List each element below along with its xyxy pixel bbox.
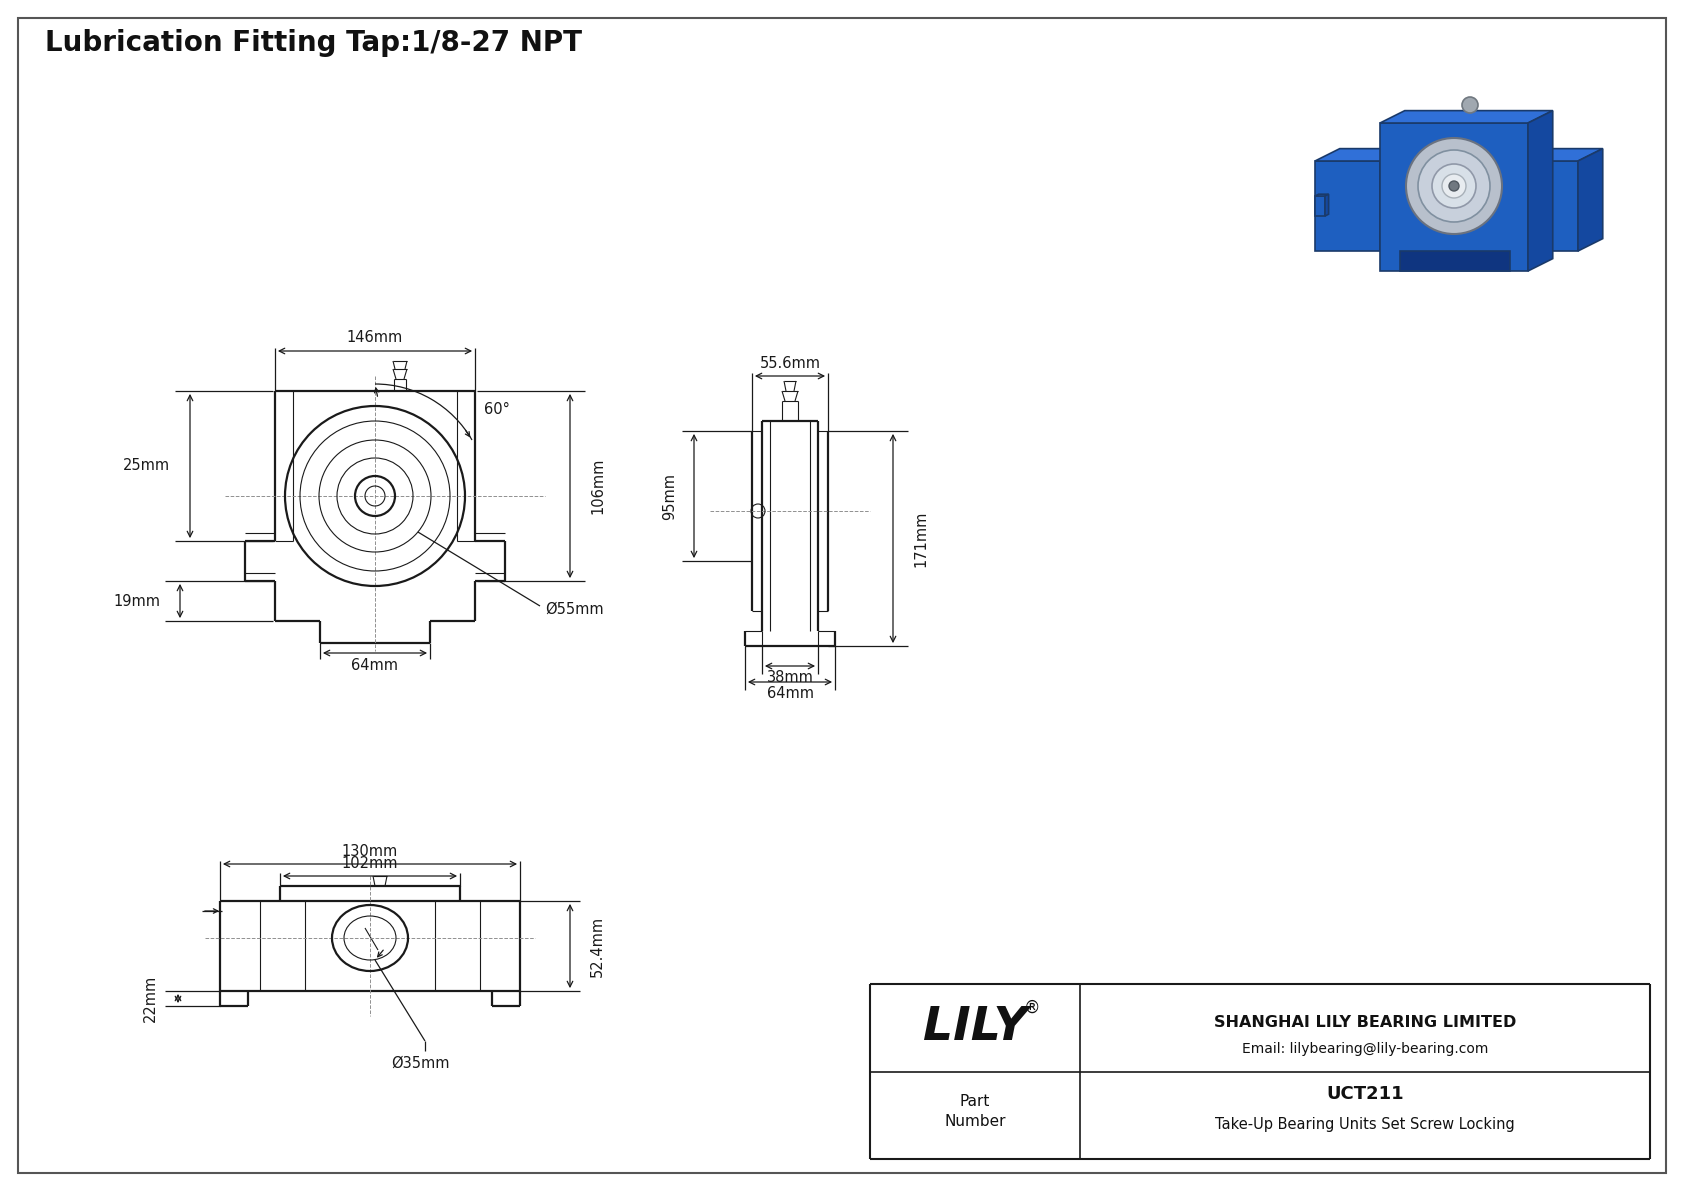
Text: LILY: LILY xyxy=(923,1005,1027,1050)
Circle shape xyxy=(1431,164,1475,208)
Polygon shape xyxy=(1379,111,1553,123)
Text: Part
Number: Part Number xyxy=(945,1095,1005,1129)
Polygon shape xyxy=(1527,111,1553,272)
Polygon shape xyxy=(1315,149,1404,161)
Polygon shape xyxy=(1325,194,1329,216)
Text: UCT211: UCT211 xyxy=(1327,1085,1404,1103)
Text: 171mm: 171mm xyxy=(913,510,928,567)
Text: 102mm: 102mm xyxy=(342,855,397,871)
Polygon shape xyxy=(1379,123,1527,272)
Circle shape xyxy=(1442,174,1467,198)
Text: SHANGHAI LILY BEARING LIMITED: SHANGHAI LILY BEARING LIMITED xyxy=(1214,1015,1516,1030)
Circle shape xyxy=(1418,150,1490,222)
Text: 52.4mm: 52.4mm xyxy=(589,916,605,977)
Text: 25mm: 25mm xyxy=(123,459,170,474)
Text: Lubrication Fitting Tap:1/8-27 NPT: Lubrication Fitting Tap:1/8-27 NPT xyxy=(45,29,583,57)
Polygon shape xyxy=(1578,149,1603,251)
Circle shape xyxy=(1462,96,1479,113)
Text: Email: lilybearing@lily-bearing.com: Email: lilybearing@lily-bearing.com xyxy=(1241,1042,1489,1055)
Text: 22mm: 22mm xyxy=(143,975,158,1022)
Text: 64mm: 64mm xyxy=(766,686,813,701)
Text: 55.6mm: 55.6mm xyxy=(759,355,820,370)
Polygon shape xyxy=(1315,194,1329,197)
Text: 60°: 60° xyxy=(485,401,510,417)
Polygon shape xyxy=(1527,161,1578,251)
Circle shape xyxy=(1448,181,1458,191)
Text: 146mm: 146mm xyxy=(347,330,402,345)
Text: Take-Up Bearing Units Set Screw Locking: Take-Up Bearing Units Set Screw Locking xyxy=(1216,1116,1516,1131)
Text: Ø35mm: Ø35mm xyxy=(391,1055,450,1071)
Text: ®: ® xyxy=(1024,999,1041,1017)
Text: 64mm: 64mm xyxy=(352,657,399,673)
Polygon shape xyxy=(1379,149,1404,251)
Text: Ø55mm: Ø55mm xyxy=(546,601,603,617)
Circle shape xyxy=(1406,138,1502,233)
Polygon shape xyxy=(1527,149,1603,161)
Text: 19mm: 19mm xyxy=(113,593,160,609)
Text: 95mm: 95mm xyxy=(662,473,677,519)
Polygon shape xyxy=(1315,161,1379,251)
Polygon shape xyxy=(1315,197,1325,216)
Polygon shape xyxy=(1399,251,1511,272)
Text: 106mm: 106mm xyxy=(589,457,605,515)
Text: 38mm: 38mm xyxy=(766,671,813,686)
Text: 130mm: 130mm xyxy=(342,843,397,859)
